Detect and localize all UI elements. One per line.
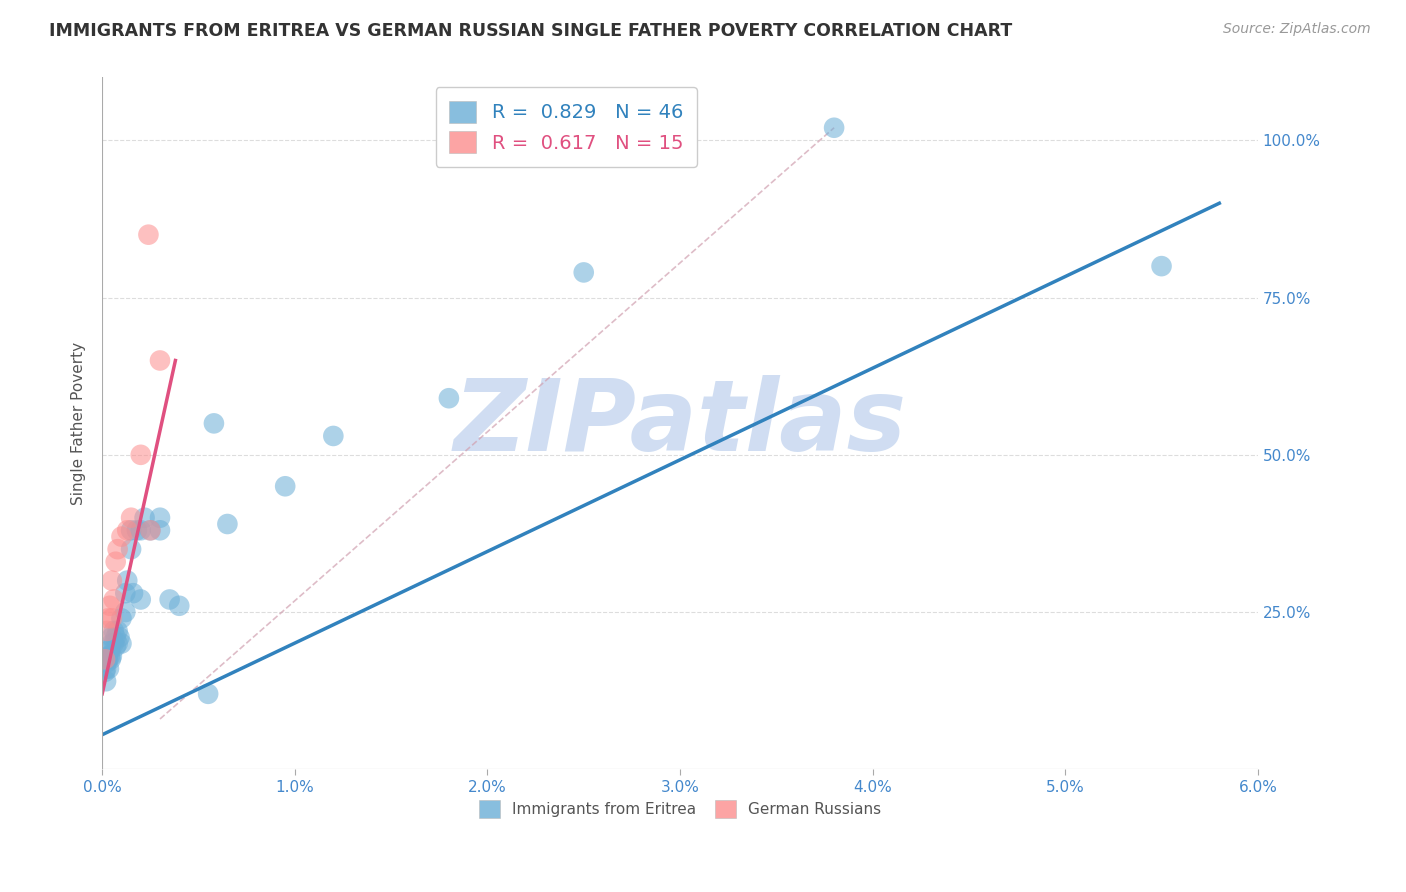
Point	[120, 524, 142, 538]
Point	[100, 652, 122, 666]
Point	[101, 574, 124, 588]
Point	[97, 652, 120, 666]
Text: Source: ZipAtlas.com: Source: ZipAtlas.com	[1223, 22, 1371, 37]
Point	[103, 624, 125, 638]
Point	[104, 630, 127, 644]
Point	[139, 524, 162, 538]
Point	[149, 510, 172, 524]
Point	[110, 636, 132, 650]
Point	[107, 636, 129, 650]
Point	[117, 524, 139, 538]
Point	[97, 649, 120, 664]
Text: ZIPatlas: ZIPatlas	[454, 375, 907, 472]
Point	[107, 542, 129, 557]
Point	[437, 391, 460, 405]
Point	[98, 649, 121, 664]
Point	[101, 636, 124, 650]
Legend: Immigrants from Eritrea, German Russians: Immigrants from Eritrea, German Russians	[472, 794, 887, 824]
Point	[217, 516, 239, 531]
Point	[107, 624, 129, 638]
Point	[120, 542, 142, 557]
Point	[572, 265, 595, 279]
Point	[167, 599, 190, 613]
Point	[159, 592, 181, 607]
Y-axis label: Single Father Poverty: Single Father Poverty	[72, 342, 86, 505]
Point	[98, 599, 121, 613]
Point	[138, 227, 160, 242]
Point	[110, 611, 132, 625]
Point	[94, 662, 117, 676]
Point	[94, 674, 117, 689]
Point	[202, 417, 225, 431]
Point	[274, 479, 297, 493]
Point	[98, 642, 121, 657]
Point	[134, 510, 156, 524]
Point	[1150, 259, 1173, 273]
Text: IMMIGRANTS FROM ERITREA VS GERMAN RUSSIAN SINGLE FATHER POVERTY CORRELATION CHAR: IMMIGRANTS FROM ERITREA VS GERMAN RUSSIA…	[49, 22, 1012, 40]
Point	[101, 611, 124, 625]
Point	[94, 665, 117, 679]
Point	[129, 524, 152, 538]
Point	[108, 630, 131, 644]
Point	[823, 120, 845, 135]
Point	[104, 640, 127, 654]
Point	[114, 605, 136, 619]
Point	[149, 524, 172, 538]
Point	[129, 592, 152, 607]
Point	[197, 687, 219, 701]
Point	[103, 592, 125, 607]
Point	[101, 630, 124, 644]
Point	[104, 555, 127, 569]
Point	[101, 649, 124, 664]
Point	[97, 662, 120, 676]
Point	[96, 624, 118, 638]
Point	[139, 524, 162, 538]
Point	[120, 510, 142, 524]
Point	[96, 656, 118, 670]
Point	[149, 353, 172, 368]
Point	[114, 586, 136, 600]
Point	[125, 524, 148, 538]
Point	[110, 530, 132, 544]
Point	[94, 652, 117, 666]
Point	[122, 586, 145, 600]
Point	[129, 448, 152, 462]
Point	[117, 574, 139, 588]
Point	[97, 611, 120, 625]
Point	[322, 429, 344, 443]
Point	[103, 636, 125, 650]
